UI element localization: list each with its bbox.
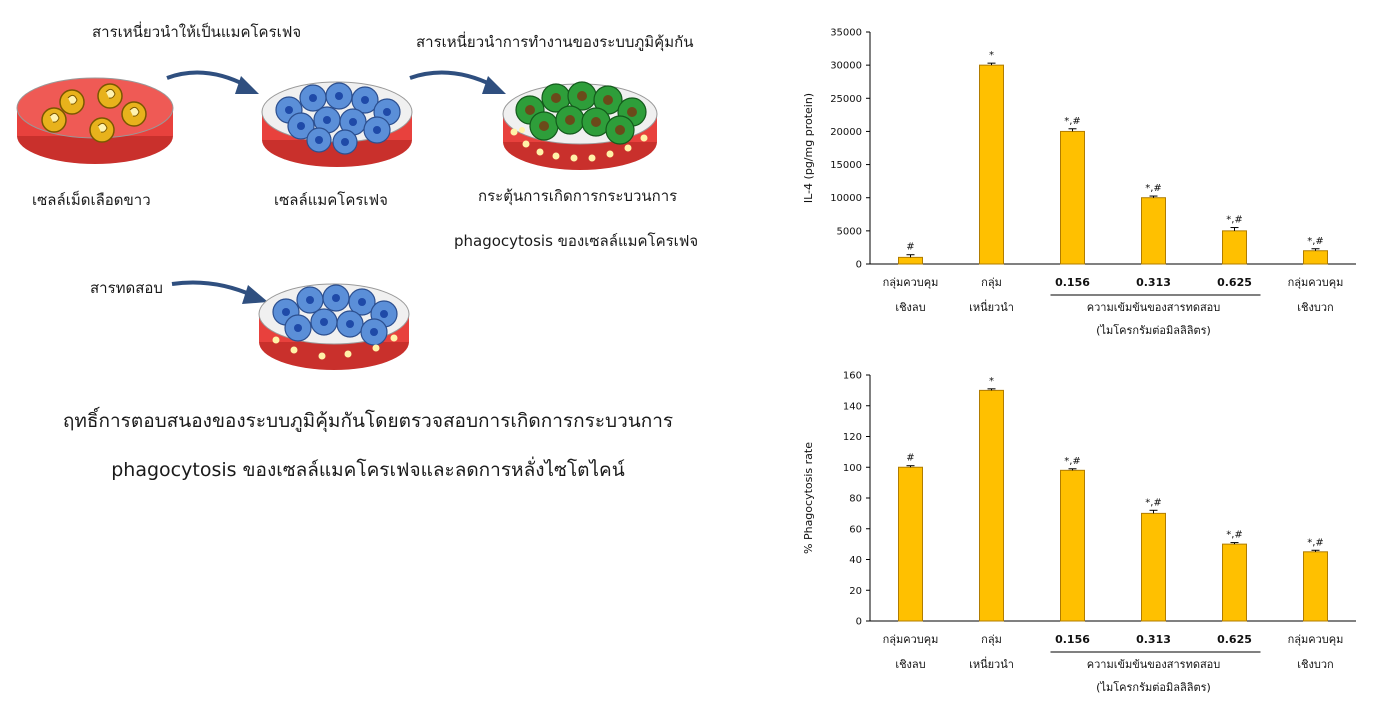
significance-annotation: *,# xyxy=(1307,236,1324,247)
y-tick-label: 120 xyxy=(843,432,862,443)
significance-annotation: *,# xyxy=(1226,530,1243,541)
dish-activated-macrophage xyxy=(502,81,658,170)
y-tick-label: 10000 xyxy=(830,193,862,204)
x-tick-label: 0.313 xyxy=(1136,633,1171,646)
bar xyxy=(898,256,923,265)
significance-annotation: *,# xyxy=(1064,456,1081,467)
y-tick-label: 160 xyxy=(843,371,862,382)
y-tick-label: 30000 xyxy=(830,61,862,72)
y-tick-label: 20000 xyxy=(830,127,862,138)
x-tick-label: 0.156 xyxy=(1055,633,1090,646)
y-tick-label: 80 xyxy=(849,494,862,505)
x-tick-label: 0.625 xyxy=(1217,633,1252,646)
phagocytosis-bar-chart: 0 20 40 60 80 100 120 140 160 % Phagocytosis rate… xyxy=(802,371,1356,694)
white-blood-cell-icon xyxy=(41,83,147,143)
bar xyxy=(979,64,1004,265)
y-tick-label: 5000 xyxy=(837,226,862,237)
x-tick-label: 0.313 xyxy=(1136,276,1171,289)
x-tick-label: 0.156 xyxy=(1055,276,1090,289)
bar xyxy=(1303,551,1328,622)
caption-line1: ฤทธิ์การตอบสนองของระบบภูมิคุ้มกันโดยตรวจ… xyxy=(62,410,674,432)
x-tick-label: กลุ่มควบคุม xyxy=(1288,633,1344,646)
y-axis-label: % Phagocytosis rate xyxy=(802,442,815,554)
bar xyxy=(898,466,923,622)
significance-annotation: *,# xyxy=(1064,116,1081,127)
label-macrophage: เซลล์แมคโครเฟจ xyxy=(274,191,388,209)
significance-annotation: *,# xyxy=(1145,497,1162,508)
y-tick-label: 20 xyxy=(849,586,862,597)
significance-annotation: * xyxy=(989,50,994,61)
x-tick-label: กลุ่ม xyxy=(981,633,1002,646)
dish-test-substance xyxy=(258,283,410,370)
dish-white-blood-cells xyxy=(16,77,174,164)
group-label: (ไมโครกรัมต่อมิลลิลิตร) xyxy=(1096,680,1211,694)
x-tick-label: เชิงบวก xyxy=(1297,658,1333,671)
y-tick-label: 140 xyxy=(843,401,862,412)
label-immune-inducer: สารเหนี่ยวนำการทำงานของระบบภูมิคุ้มกัน xyxy=(416,33,694,51)
caption-line2: phagocytosis ของเซลล์แมคโครเฟจและลดการหล… xyxy=(111,459,625,481)
y-tick-label: 15000 xyxy=(830,160,862,171)
y-tick-label: 35000 xyxy=(830,28,862,39)
y-tick-label: 25000 xyxy=(830,94,862,105)
group-label: ความเข้มข้นของสารทดสอบ xyxy=(1087,301,1221,314)
bar xyxy=(1141,512,1166,622)
y-tick-label: 100 xyxy=(843,463,862,474)
x-tick-label: กลุ่ม xyxy=(981,276,1002,289)
x-tick-label: กลุ่มควบคุม xyxy=(883,633,939,646)
y-axis-label: IL-4 (pg/mg protein) xyxy=(802,93,815,203)
arrow-icon xyxy=(166,70,259,94)
label-stimulate-line1: กระตุ้นการเกิดการกระบวนการ xyxy=(478,187,678,205)
x-tick-label: เชิงลบ xyxy=(895,301,925,314)
group-label: ความเข้มข้นของสารทดสอบ xyxy=(1087,658,1221,671)
significance-annotation: *,# xyxy=(1226,215,1243,226)
arrow-icon xyxy=(171,280,268,304)
bar xyxy=(1060,469,1085,622)
x-tick-label: กลุ่มควบคุม xyxy=(883,276,939,289)
group-label: (ไมโครกรัมต่อมิลลิลิตร) xyxy=(1096,323,1211,337)
significance-annotation: *,# xyxy=(1145,183,1162,194)
label-white-blood-cells: เซลล์เม็ดเลือดขาว xyxy=(32,191,151,209)
y-tick-label: 60 xyxy=(849,524,862,535)
x-tick-label: เชิงลบ xyxy=(895,658,925,671)
x-tick-label: 0.625 xyxy=(1217,276,1252,289)
dish-macrophage xyxy=(261,81,413,167)
significance-annotation: *,# xyxy=(1307,537,1324,548)
bar xyxy=(1141,197,1166,265)
x-tick-label: เชิงบวก xyxy=(1297,301,1333,314)
bar xyxy=(1303,250,1328,265)
x-tick-label: เหนี่ยวนำ xyxy=(969,656,1014,671)
bar xyxy=(979,389,1004,622)
bar xyxy=(1222,543,1247,622)
significance-annotation: # xyxy=(906,242,914,253)
label-stimulate-line2: phagocytosis ของเซลล์แมคโครเฟจ xyxy=(454,232,699,250)
bar xyxy=(1222,230,1247,265)
x-tick-label: กลุ่มควบคุม xyxy=(1288,276,1344,289)
x-tick-label: เหนี่ยวนำ xyxy=(969,299,1014,314)
bar xyxy=(1060,130,1085,265)
y-tick-label: 0 xyxy=(856,260,862,271)
il4-bar-chart: 0 5000 10000 15000 20000 25000 30000 35000 IL-4 … xyxy=(802,28,1356,337)
y-tick-label: 40 xyxy=(849,555,862,566)
significance-annotation: * xyxy=(989,376,994,387)
significance-annotation: # xyxy=(906,453,914,464)
arrow-icon xyxy=(409,70,506,94)
label-inducer: สารเหนี่ยวนำให้เป็นแมคโครเฟจ xyxy=(92,23,302,41)
y-tick-label: 0 xyxy=(856,617,862,628)
label-test-substance: สารทดสอบ xyxy=(90,279,163,297)
